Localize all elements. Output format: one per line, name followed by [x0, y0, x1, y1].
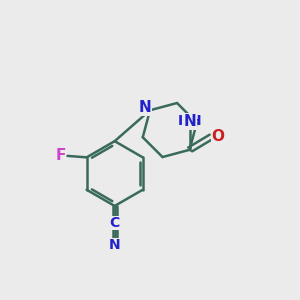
Text: O: O	[211, 129, 224, 144]
Text: C: C	[110, 216, 120, 230]
Text: H: H	[190, 114, 202, 128]
Text: F: F	[56, 148, 66, 164]
Text: H: H	[177, 114, 189, 128]
Text: N: N	[138, 100, 151, 116]
Text: N: N	[109, 238, 121, 252]
Text: N: N	[183, 114, 196, 129]
